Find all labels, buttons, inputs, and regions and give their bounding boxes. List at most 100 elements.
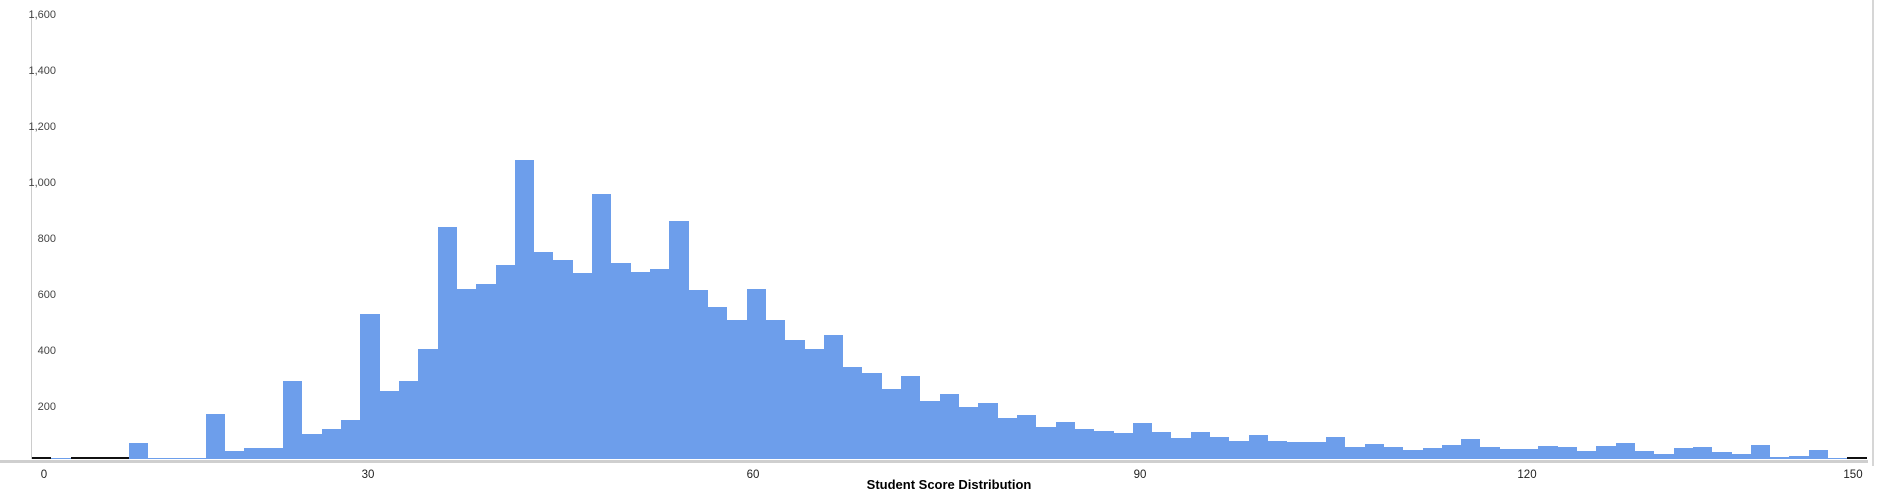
histogram-bar[interactable] (1654, 453, 1674, 459)
histogram-bar[interactable] (785, 339, 805, 459)
histogram-bar[interactable] (650, 268, 670, 459)
histogram-bar[interactable] (1074, 429, 1095, 459)
histogram-bar[interactable] (495, 264, 515, 459)
histogram-bar[interactable] (476, 283, 496, 459)
histogram-bar[interactable] (707, 307, 728, 459)
histogram-bar[interactable] (1132, 422, 1153, 459)
histogram-bar[interactable] (669, 221, 689, 459)
histogram-bar[interactable] (128, 443, 148, 459)
histogram-bar[interactable] (379, 391, 399, 459)
histogram-bar[interactable] (1055, 421, 1075, 459)
histogram-bar[interactable] (959, 406, 979, 459)
histogram-bar[interactable] (1577, 450, 1597, 459)
histogram-bucket-64 (1268, 10, 1288, 459)
histogram-bar[interactable] (1422, 448, 1442, 459)
histogram-bar[interactable] (1557, 446, 1577, 459)
histogram-bar[interactable] (1403, 449, 1423, 459)
histogram-bar[interactable] (1210, 436, 1230, 459)
histogram-bar[interactable] (186, 458, 206, 459)
histogram-bar[interactable] (263, 448, 284, 459)
histogram-bar[interactable] (1731, 454, 1751, 459)
histogram-bar[interactable] (843, 366, 863, 459)
histogram-bar[interactable] (978, 402, 998, 459)
histogram-bar[interactable] (1364, 443, 1384, 459)
histogram-bar[interactable] (244, 448, 264, 459)
histogram-bar[interactable] (1538, 445, 1558, 459)
histogram-bucket-40 (804, 10, 824, 459)
histogram-bar[interactable] (398, 381, 419, 459)
histogram-bar[interactable] (1383, 447, 1404, 459)
histogram-bar[interactable] (1519, 449, 1539, 459)
histogram-bar[interactable] (765, 320, 786, 459)
histogram-bar[interactable] (1789, 455, 1809, 459)
histogram-bar[interactable] (1480, 446, 1500, 459)
histogram-bar[interactable] (862, 372, 882, 459)
histogram-bar[interactable] (804, 348, 824, 459)
histogram-bar[interactable] (727, 320, 747, 459)
histogram-bar[interactable] (283, 381, 303, 459)
histogram-bar[interactable] (302, 434, 322, 459)
histogram-bar[interactable] (1673, 448, 1693, 459)
histogram-bar[interactable] (51, 458, 71, 459)
histogram-bar[interactable] (437, 227, 457, 459)
histogram-bar[interactable] (1094, 431, 1114, 459)
histogram-bar[interactable] (456, 289, 477, 459)
histogram-bar[interactable] (823, 334, 844, 459)
histogram-bar[interactable] (939, 394, 959, 459)
histogram-bar[interactable] (1499, 448, 1520, 459)
histogram-bar[interactable] (1461, 439, 1481, 459)
histogram-bar[interactable] (1712, 451, 1732, 459)
histogram-bar[interactable] (205, 413, 226, 459)
histogram-bar[interactable] (688, 289, 708, 459)
histogram-bar[interactable] (1808, 449, 1829, 459)
histogram-bar[interactable] (514, 159, 535, 459)
histogram-bar[interactable] (1036, 426, 1056, 459)
histogram-bar[interactable] (881, 388, 902, 459)
histogram-bar[interactable] (1325, 437, 1346, 459)
histogram-bar[interactable] (1692, 446, 1713, 459)
histogram-bar[interactable] (572, 272, 593, 459)
histogram-bar[interactable] (1770, 456, 1790, 459)
histogram-bar[interactable] (1229, 440, 1249, 459)
histogram-bar[interactable] (167, 458, 187, 459)
histogram-bar[interactable] (1828, 458, 1848, 459)
histogram-bar[interactable] (341, 420, 361, 459)
histogram-bar[interactable] (1750, 444, 1771, 459)
histogram-bar[interactable] (630, 271, 650, 459)
histogram-bucket-31 (630, 10, 650, 459)
histogram-bar[interactable] (147, 458, 168, 459)
histogram-bucket-1 (51, 10, 71, 459)
histogram-bar[interactable] (1441, 445, 1462, 459)
histogram-bar[interactable] (901, 375, 921, 459)
histogram-bar[interactable] (1248, 435, 1268, 459)
histogram-bar[interactable] (1596, 446, 1616, 459)
histogram-bucket-46 (920, 10, 940, 459)
histogram-bar[interactable] (1016, 414, 1037, 459)
histogram-bar[interactable] (360, 314, 380, 459)
histogram-bucket-6 (147, 10, 168, 459)
histogram-bar[interactable] (1268, 440, 1288, 459)
histogram-bar[interactable] (1615, 442, 1635, 459)
histogram-bucket-13 (283, 10, 303, 459)
histogram-bar[interactable] (592, 193, 612, 459)
histogram-bar[interactable] (1306, 442, 1326, 459)
histogram-bucket-65 (1287, 10, 1307, 459)
histogram-bar[interactable] (1113, 433, 1133, 459)
histogram-bar[interactable] (225, 450, 245, 459)
histogram-bar[interactable] (920, 401, 940, 459)
histogram-bar[interactable] (1287, 442, 1307, 459)
histogram-bar[interactable] (611, 262, 631, 459)
histogram-bucket-81 (1596, 10, 1616, 459)
histogram-bar[interactable] (534, 251, 554, 459)
histogram-bar[interactable] (553, 259, 573, 459)
histogram-bar[interactable] (1190, 431, 1211, 459)
histogram-bar[interactable] (1152, 431, 1172, 459)
histogram-bar[interactable] (321, 429, 341, 459)
histogram-bucket-19 (398, 10, 419, 459)
histogram-bar[interactable] (1634, 450, 1655, 459)
histogram-bar[interactable] (1345, 446, 1365, 459)
histogram-bar[interactable] (746, 289, 766, 459)
histogram-bar[interactable] (1171, 437, 1191, 459)
histogram-bar[interactable] (997, 417, 1017, 459)
histogram-bar[interactable] (418, 348, 438, 459)
